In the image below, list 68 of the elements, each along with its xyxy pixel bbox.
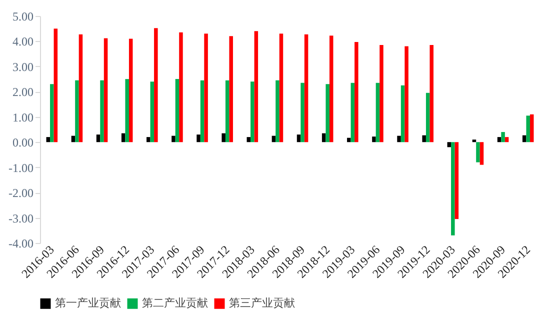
bar bbox=[372, 136, 376, 142]
y-tick-label: 1.00 bbox=[12, 110, 34, 124]
bar bbox=[296, 134, 301, 142]
y-tick-label: -1.00 bbox=[8, 160, 34, 175]
bar bbox=[154, 28, 158, 142]
y-tick-label: 4.00 bbox=[12, 34, 34, 49]
y-tick-label: 2.00 bbox=[12, 85, 34, 100]
legend-label: 第二产业贡献 bbox=[142, 296, 208, 310]
bar bbox=[222, 133, 226, 142]
bar bbox=[480, 142, 484, 165]
bar bbox=[426, 92, 430, 142]
y-tick-label: -4.00 bbox=[8, 236, 34, 250]
bar bbox=[530, 114, 534, 142]
bar bbox=[300, 82, 304, 142]
bar bbox=[347, 138, 351, 142]
bar bbox=[329, 36, 334, 142]
bar bbox=[397, 136, 401, 142]
y-tick-label: -3.00 bbox=[8, 211, 34, 226]
bar bbox=[225, 80, 230, 142]
bar bbox=[128, 38, 133, 142]
bar bbox=[179, 32, 183, 142]
bar bbox=[196, 134, 200, 142]
bar bbox=[376, 82, 380, 142]
bar bbox=[78, 34, 83, 142]
bar bbox=[246, 137, 251, 142]
bar bbox=[447, 142, 452, 148]
bar bbox=[75, 80, 79, 142]
bar bbox=[454, 142, 459, 220]
bar bbox=[451, 142, 455, 236]
bar bbox=[326, 84, 330, 142]
bar bbox=[350, 82, 355, 142]
legend-label: 第三产业贡献 bbox=[229, 296, 295, 310]
bar bbox=[304, 34, 308, 142]
y-tick-label: -2.00 bbox=[8, 186, 34, 200]
bar bbox=[501, 132, 505, 142]
bar bbox=[146, 137, 150, 142]
bar bbox=[250, 82, 254, 142]
bar bbox=[400, 85, 405, 142]
bar bbox=[380, 45, 384, 142]
bar bbox=[472, 140, 476, 142]
bar bbox=[96, 134, 100, 142]
legend-label: 第一产业贡献 bbox=[55, 296, 121, 310]
bar bbox=[46, 137, 50, 142]
bar bbox=[476, 142, 480, 162]
bar bbox=[54, 28, 58, 142]
bar bbox=[430, 45, 434, 142]
bar bbox=[200, 80, 204, 142]
bar bbox=[422, 135, 426, 142]
bar bbox=[279, 34, 284, 142]
y-tick-label: 5.00 bbox=[12, 10, 34, 24]
bar bbox=[404, 46, 408, 142]
bar bbox=[504, 137, 509, 142]
bar bbox=[125, 79, 129, 142]
bar bbox=[526, 116, 530, 142]
bar bbox=[100, 80, 104, 142]
y-tick-label: 3.00 bbox=[12, 60, 34, 74]
bar bbox=[172, 136, 176, 142]
bar bbox=[254, 31, 258, 142]
bar bbox=[150, 82, 154, 142]
bar bbox=[229, 36, 233, 142]
y-tick-label: 0.00 bbox=[12, 136, 34, 150]
bar bbox=[104, 38, 108, 142]
bar bbox=[276, 80, 280, 142]
bar bbox=[175, 79, 180, 142]
bar bbox=[354, 42, 358, 142]
bar bbox=[204, 34, 208, 142]
bar bbox=[50, 84, 54, 142]
bar bbox=[497, 137, 502, 142]
